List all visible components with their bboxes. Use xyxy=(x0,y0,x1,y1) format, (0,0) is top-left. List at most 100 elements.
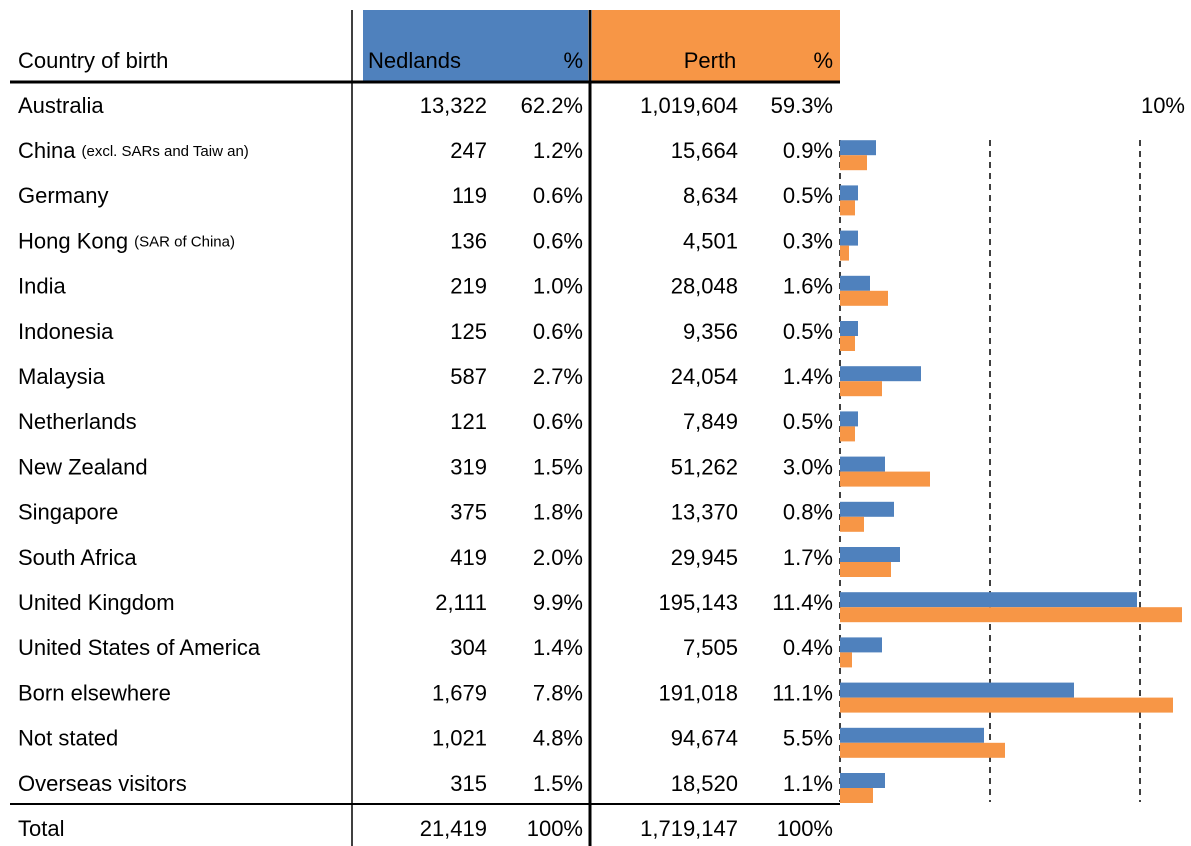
country: Hong Kong xyxy=(18,228,128,253)
cell-nedlands: 21,419 xyxy=(420,816,487,841)
cell-nedlands: 304 xyxy=(450,635,487,660)
cell-pct: 11.1% xyxy=(772,680,833,705)
country: Singapore xyxy=(18,500,118,525)
cell-perth: 9,356 xyxy=(683,319,738,344)
cell-pct: 11.4% xyxy=(772,590,833,615)
header-pct: % xyxy=(813,48,833,73)
header-pct: % xyxy=(563,48,583,73)
cell-perth: 28,048 xyxy=(671,274,738,299)
bar xyxy=(840,200,855,216)
bar xyxy=(840,155,867,171)
bar xyxy=(840,652,852,668)
header-perth: Perth xyxy=(684,48,737,73)
country: Malaysia xyxy=(18,364,106,389)
cell-nedlands: 587 xyxy=(450,364,487,389)
cell-pct: 0.4% xyxy=(783,635,833,660)
cell-pct: 0.5% xyxy=(783,409,833,434)
cell-pct: 0.6% xyxy=(533,183,583,208)
country: Born elsewhere xyxy=(18,680,171,705)
bar xyxy=(840,592,1137,608)
country: South Africa xyxy=(18,545,137,570)
bar xyxy=(840,366,921,382)
cell-pct: 0.5% xyxy=(783,319,833,344)
country: Netherlands xyxy=(18,409,137,434)
bar xyxy=(840,426,855,442)
cell-nedlands: 1,679 xyxy=(432,680,487,705)
cell-nedlands-pct: 62.2% xyxy=(521,93,583,118)
cell-pct: 0.6% xyxy=(533,228,583,253)
cell-pct: 5.5% xyxy=(783,726,833,751)
cell-nedlands: 1,021 xyxy=(432,726,487,751)
bar xyxy=(840,501,894,517)
bar xyxy=(840,607,1182,623)
cell-pct: 0.5% xyxy=(783,183,833,208)
cell-pct: 1.5% xyxy=(533,771,583,796)
perth-header-bg xyxy=(592,10,840,82)
bar xyxy=(840,547,900,562)
cell-nedlands: 419 xyxy=(450,545,487,570)
cell-nedlands: 125 xyxy=(450,319,487,344)
cell-pct: 0.6% xyxy=(533,409,583,434)
bar xyxy=(840,321,858,336)
header-nedlands: Nedlands xyxy=(368,48,461,73)
cell-pct: 1.6% xyxy=(783,274,833,299)
bar xyxy=(840,773,885,788)
country: United Kingdom xyxy=(18,590,175,615)
country: Total xyxy=(18,816,64,841)
cell-pct: 7.8% xyxy=(533,680,583,705)
cell-perth: 4,501 xyxy=(683,228,738,253)
cell-pct: 0.3% xyxy=(783,228,833,253)
cell-perth: 7,849 xyxy=(683,409,738,434)
bar xyxy=(840,275,870,291)
bar xyxy=(840,245,849,261)
cell-nedlands: 375 xyxy=(450,500,487,525)
bar xyxy=(840,185,858,201)
bar xyxy=(840,727,984,743)
cell-perth: 191,018 xyxy=(658,680,738,705)
cell-pct: 1.5% xyxy=(533,454,583,479)
bar xyxy=(840,230,858,246)
bar xyxy=(840,290,888,306)
cell-nedlands: 2,111 xyxy=(435,590,487,615)
country-note: (SAR of China) xyxy=(134,234,235,251)
cell-perth: 51,262 xyxy=(671,454,738,479)
bar xyxy=(840,682,1074,698)
cell-pct: 1.4% xyxy=(783,364,833,389)
cell-perth: 8,634 xyxy=(683,183,738,208)
cell-pct: 4.8% xyxy=(533,726,583,751)
country: Germany xyxy=(18,183,108,208)
cell-perth: 1,719,147 xyxy=(640,816,738,841)
cell-pct: 1.1% xyxy=(783,771,833,796)
cell-pct: 1.7% xyxy=(783,545,833,570)
cell-perth: 18,520 xyxy=(671,771,738,796)
bar xyxy=(840,381,882,397)
cell-nedlands: 119 xyxy=(452,183,487,208)
cell-pct: 1.0% xyxy=(533,274,583,299)
bar xyxy=(840,140,876,156)
cell-nedlands: 319 xyxy=(450,454,487,479)
country-note: (excl. SARs and Taiw an) xyxy=(81,143,248,160)
bar xyxy=(840,456,885,472)
bar xyxy=(840,411,858,427)
country: Overseas visitors xyxy=(18,771,187,796)
bar xyxy=(840,697,1173,713)
cell-pct: 2.7% xyxy=(533,364,583,389)
cell-pct: 1.4% xyxy=(533,635,583,660)
cell-pct: 1.2% xyxy=(533,138,583,163)
country: Indonesia xyxy=(18,319,114,344)
cell-perth: 15,664 xyxy=(671,138,738,163)
cell-perth-pct: 100% xyxy=(777,816,833,841)
cell-nedlands-pct: 100% xyxy=(527,816,583,841)
cell-perth-pct: 59.3% xyxy=(771,93,833,118)
bar xyxy=(840,788,873,803)
cell-perth: 1,019,604 xyxy=(640,93,738,118)
cell-perth: 195,143 xyxy=(658,590,738,615)
cell-pct: 2.0% xyxy=(533,545,583,570)
country: United States of America xyxy=(18,635,261,660)
country: India xyxy=(18,274,66,299)
country: Australia xyxy=(18,93,104,118)
bar xyxy=(840,742,1005,758)
cell-perth: 7,505 xyxy=(683,635,738,660)
cell-perth: 24,054 xyxy=(671,364,738,389)
country: Not stated xyxy=(18,726,118,751)
